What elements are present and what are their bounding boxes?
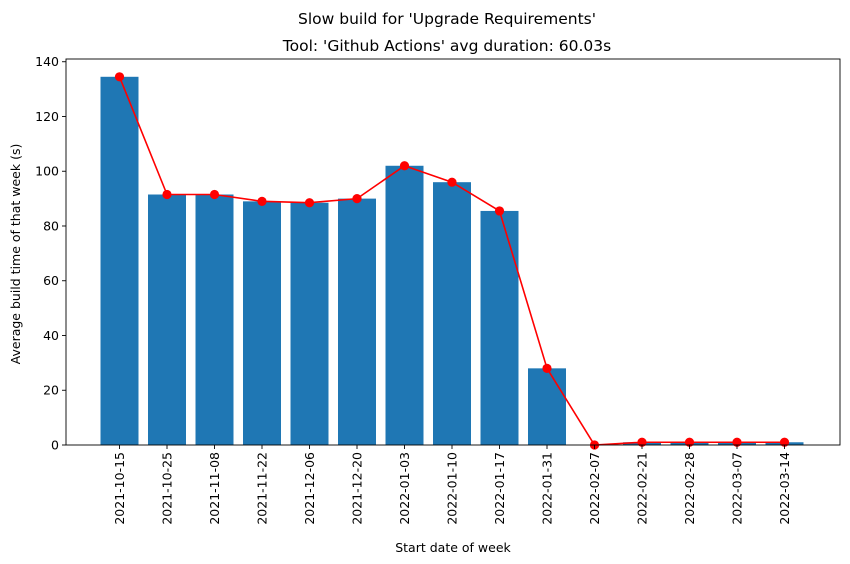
line-point-2021-11-08 <box>209 189 220 200</box>
line-point-2022-01-31 <box>542 363 552 373</box>
chart-suptitle: Slow build for 'Upgrade Requirements' <box>298 10 596 28</box>
plot-area: 0 20 40 60 80 100 120 140 2021-10-15 2021-10-25 20… <box>35 54 841 525</box>
line-point-2021-11-22 <box>257 196 267 206</box>
line-point-2021-12-20 <box>352 194 362 204</box>
x-tick-label-2022-01-17: 2022-01-17 <box>492 452 507 525</box>
axes-frame <box>65 58 841 446</box>
bar-2021-11-22 <box>243 201 281 445</box>
chart-title: Tool: 'Github Actions' avg duration: 60.… <box>282 37 611 55</box>
x-tick-label-2022-02-28: 2022-02-28 <box>682 452 697 525</box>
x-tick-label-2021-10-25: 2021-10-25 <box>160 452 175 525</box>
x-tick-label-2022-01-03: 2022-01-03 <box>397 452 412 525</box>
x-tick-label-2021-11-08: 2021-11-08 <box>207 452 222 525</box>
x-tick-label-2022-01-31: 2022-01-31 <box>540 452 555 525</box>
y-tick-label-120: 120 <box>35 109 59 124</box>
line-point-2022-01-10 <box>447 177 457 187</box>
x-tick-label-2021-11-22: 2021-11-22 <box>255 452 270 525</box>
y-tick-label-140: 140 <box>35 54 59 69</box>
bar-2021-12-06 <box>290 202 329 445</box>
line-point-2021-12-06 <box>304 198 315 208</box>
line-point-2022-01-17 <box>494 206 505 216</box>
y-axis-label: Average build time of that week (s) <box>8 144 23 365</box>
x-tick-label-2022-03-07: 2022-03-07 <box>730 452 745 525</box>
bar-2022-01-31 <box>528 368 566 445</box>
line-point-2021-10-25 <box>162 189 172 200</box>
y-tick-label-100: 100 <box>35 164 59 179</box>
x-tick-label-2022-01-10: 2022-01-10 <box>445 452 460 525</box>
bar-2021-10-25 <box>148 194 186 445</box>
bar-2021-12-20 <box>338 198 376 445</box>
y-tick-label-80: 80 <box>43 218 59 233</box>
y-tick-label-60: 60 <box>43 273 59 288</box>
x-tick-label-2021-12-06: 2021-12-06 <box>302 452 317 525</box>
y-tick-label-20: 20 <box>43 383 59 398</box>
x-tick-label-2021-12-20: 2021-12-20 <box>350 452 365 525</box>
bar-2022-01-03 <box>385 165 424 445</box>
x-tick-label-2021-10-15: 2021-10-15 <box>112 452 127 525</box>
bar-2021-10-15 <box>100 76 139 446</box>
bar-2022-01-17 <box>480 210 519 445</box>
line-point-2021-10-15 <box>114 72 125 82</box>
bar-2021-11-08 <box>195 194 234 445</box>
x-tick-label-2022-03-14: 2022-03-14 <box>777 452 792 525</box>
y-tick-label-40: 40 <box>43 328 59 343</box>
x-axis-label: Start date of week <box>395 540 511 555</box>
x-tick-label-2022-02-07: 2022-02-07 <box>587 452 602 525</box>
line-point-2022-01-03 <box>399 161 410 171</box>
y-tick-label-0: 0 <box>51 438 59 453</box>
x-tick-label-2022-02-21: 2022-02-21 <box>635 452 650 525</box>
bar-2022-01-10 <box>433 182 471 446</box>
